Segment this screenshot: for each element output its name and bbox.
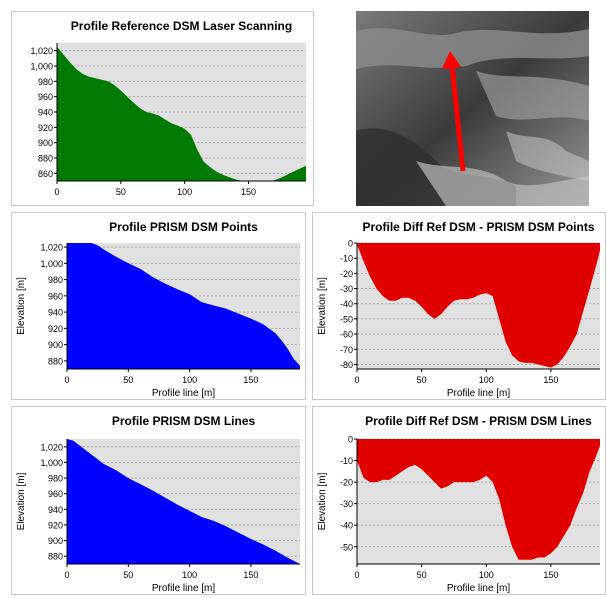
y-tick-label: -30 — [340, 499, 353, 509]
y-tick-label: 900 — [38, 138, 53, 148]
y-tick-label: 1,020 — [30, 46, 53, 56]
x-tick-label: 100 — [479, 375, 494, 385]
y-tick-label: -20 — [340, 478, 353, 488]
series-area — [57, 46, 306, 181]
y-tick-label: 940 — [48, 308, 63, 318]
y-tick-label: 1,020 — [40, 442, 63, 452]
series-area — [67, 439, 300, 564]
y-tick-label: 960 — [38, 92, 53, 102]
x-tick-label: 150 — [543, 570, 558, 580]
y-tick-label: 960 — [48, 291, 63, 301]
y-tick-label: -50 — [340, 542, 353, 552]
chart-title: Profile Diff Ref DSM - PRISM DSM Points — [362, 220, 594, 234]
y-tick-label: 980 — [38, 77, 53, 87]
x-tick-label: 50 — [417, 375, 427, 385]
y-tick-label: 960 — [48, 489, 63, 499]
y-axis-label: Elevation [m] — [16, 472, 27, 530]
x-tick-label: 100 — [182, 375, 197, 385]
x-tick-label: 50 — [116, 187, 126, 197]
y-tick-label: -60 — [340, 330, 353, 340]
y-tick-label: -40 — [340, 299, 353, 309]
chart-svg: Profile PRISM DSM Lines 880 900 920 940 960 98… — [16, 414, 300, 594]
chart-svg: Profile Diff Ref DSM - PRISM DSM Points 0… — [317, 220, 600, 399]
chart-title: Profile Diff Ref DSM - PRISM DSM Lines — [365, 414, 592, 428]
y-tick-label: -10 — [340, 456, 353, 466]
chart-panel-diff-points: Profile Diff Ref DSM - PRISM DSM Points 0… — [312, 212, 606, 400]
aerial-photo — [356, 11, 589, 206]
x-axis-label: Profile line [m] — [152, 583, 216, 594]
x-tick-label: 0 — [64, 375, 69, 385]
x-tick-label: 0 — [354, 570, 359, 580]
chart-panel-prism-points: Profile PRISM DSM Points 880 900 920 940 960 9… — [11, 212, 306, 400]
y-tick-label: 900 — [48, 340, 63, 350]
chart-title: Profile PRISM DSM Points — [109, 220, 258, 234]
chart-panel-reference-dsm: Profile Reference DSM Laser Scanning 860 8… — [11, 11, 314, 206]
x-tick-label: 0 — [354, 375, 359, 385]
series-area — [67, 243, 300, 369]
y-tick-label: 940 — [48, 505, 63, 515]
series-area — [357, 243, 600, 368]
y-axis-label: Elevation [m] — [317, 472, 328, 530]
chart-title: Profile Reference DSM Laser Scanning — [71, 19, 292, 33]
y-tick-label: -30 — [340, 284, 353, 294]
x-tick-label: 50 — [123, 570, 133, 580]
x-tick-label: 150 — [241, 187, 256, 197]
y-tick-label: -70 — [340, 345, 353, 355]
y-tick-label: 0 — [348, 435, 353, 445]
y-tick-label: 920 — [48, 324, 63, 334]
x-tick-label: 0 — [64, 570, 69, 580]
y-tick-label: 880 — [38, 154, 53, 164]
y-tick-label: 1,000 — [40, 458, 63, 468]
y-tick-label: -40 — [340, 521, 353, 531]
y-tick-label: 900 — [48, 536, 63, 546]
y-tick-label: 940 — [38, 108, 53, 118]
chart-svg: Profile Diff Ref DSM - PRISM DSM Lines 0 -… — [317, 414, 600, 594]
aerial-image-with-profile-arrow-icon — [356, 11, 589, 206]
y-tick-label: -80 — [340, 360, 353, 370]
y-tick-label: 880 — [48, 552, 63, 562]
y-tick-label: 980 — [48, 474, 63, 484]
y-tick-label: 1,000 — [40, 259, 63, 269]
x-tick-label: 100 — [177, 187, 192, 197]
y-tick-label: 880 — [48, 356, 63, 366]
x-tick-label: 150 — [543, 375, 558, 385]
y-tick-label: 0 — [348, 239, 353, 249]
x-tick-label: 150 — [243, 375, 258, 385]
y-tick-label: 920 — [48, 520, 63, 530]
y-tick-label: -10 — [340, 254, 353, 264]
y-tick-label: -50 — [340, 314, 353, 324]
x-tick-label: 50 — [123, 375, 133, 385]
x-axis-label: Profile line [m] — [447, 388, 511, 399]
x-tick-label: 0 — [54, 187, 59, 197]
y-tick-label: 860 — [38, 169, 53, 179]
y-axis-label: Elevation [m] — [16, 277, 27, 335]
y-tick-label: 980 — [48, 275, 63, 285]
y-axis-label: Elevation [m] — [317, 277, 328, 335]
chart-title: Profile PRISM DSM Lines — [112, 414, 256, 428]
y-tick-label: -20 — [340, 269, 353, 279]
x-axis-label: Profile line [m] — [447, 583, 511, 594]
chart-panel-diff-lines: Profile Diff Ref DSM - PRISM DSM Lines 0 -… — [312, 406, 606, 595]
chart-panel-prism-lines: Profile PRISM DSM Lines 880 900 920 940 960 98… — [11, 406, 306, 595]
series-area — [357, 439, 600, 560]
chart-svg: Profile Reference DSM Laser Scanning 860 8… — [30, 19, 306, 197]
x-tick-label: 50 — [417, 570, 427, 580]
y-tick-label: 1,000 — [30, 62, 53, 72]
x-tick-label: 100 — [182, 570, 197, 580]
x-tick-label: 150 — [243, 570, 258, 580]
chart-svg: Profile PRISM DSM Points 880 900 920 940 960 9… — [16, 220, 300, 399]
y-tick-label: 1,020 — [40, 243, 63, 253]
x-axis-label: Profile line [m] — [152, 388, 216, 399]
x-tick-label: 100 — [479, 570, 494, 580]
y-tick-label: 920 — [38, 123, 53, 133]
